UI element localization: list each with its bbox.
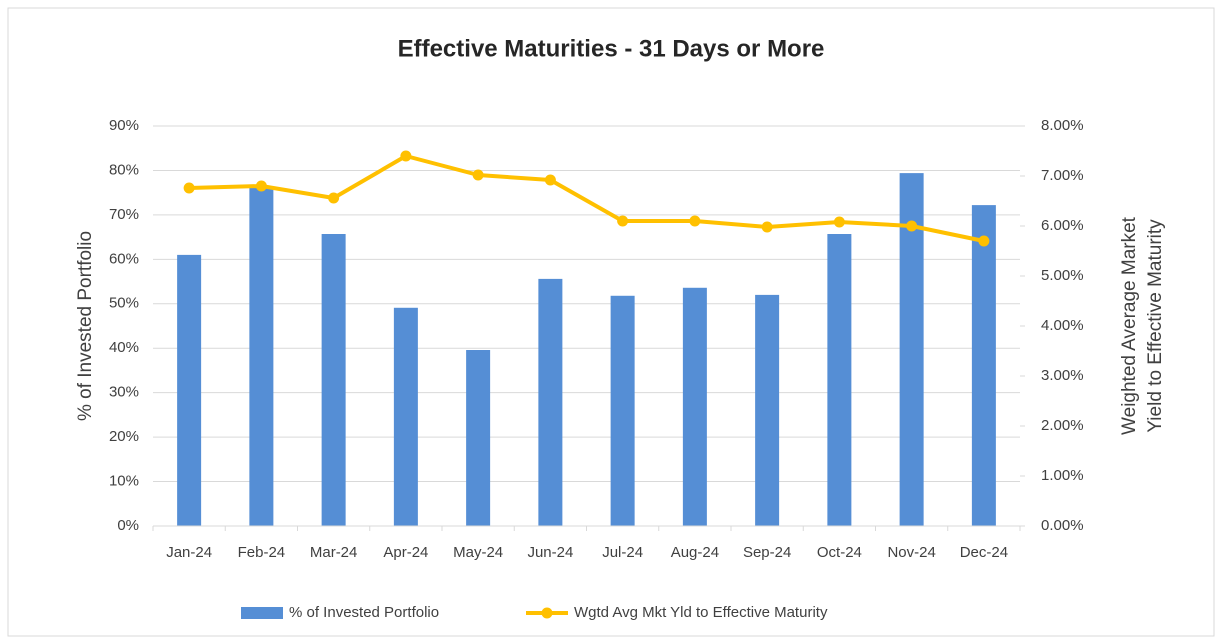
y2-tick-label: 3.00% xyxy=(1041,367,1084,384)
bar xyxy=(899,173,924,526)
line-marker xyxy=(255,180,267,192)
bar xyxy=(682,287,707,526)
bar xyxy=(538,278,563,526)
legend-label: Wgtd Avg Mkt Yld to Effective Maturity xyxy=(574,604,828,621)
x-tick-label: Nov-24 xyxy=(887,544,935,561)
bar xyxy=(393,307,418,526)
x-tick-label: Feb-24 xyxy=(238,544,286,561)
x-tick-label: Apr-24 xyxy=(383,544,428,561)
line xyxy=(189,154,985,243)
bar xyxy=(755,294,780,526)
bar xyxy=(610,295,635,526)
line-marker xyxy=(833,216,845,228)
y-tick-label: 0% xyxy=(117,517,139,534)
bar xyxy=(249,186,274,526)
y2-tick-label: 1.00% xyxy=(1041,467,1084,484)
line-marker xyxy=(617,215,629,227)
x-tick-label: Jun-24 xyxy=(527,544,573,561)
y2-tick-label: 6.00% xyxy=(1041,217,1084,234)
legend-swatch xyxy=(541,607,553,619)
y2-tick-label: 8.00% xyxy=(1041,117,1084,134)
line-marker xyxy=(183,182,195,194)
y-tick-label: 70% xyxy=(109,206,139,223)
x-tick-label: Jul-24 xyxy=(602,544,643,561)
y2-tick-label: 4.00% xyxy=(1041,317,1084,334)
y-tick-label: 30% xyxy=(109,384,139,401)
line-marker xyxy=(472,169,484,181)
line-marker xyxy=(906,220,918,232)
bar xyxy=(466,350,491,526)
bar xyxy=(827,234,852,526)
y2-axis-title: Weighted Average Market xyxy=(1119,216,1140,435)
legend-label: % of Invested Portfolio xyxy=(289,604,439,621)
x-tick-label: Jan-24 xyxy=(166,544,212,561)
y-tick-label: 20% xyxy=(109,428,139,445)
y-tick-label: 80% xyxy=(109,161,139,178)
line-marker xyxy=(400,150,412,162)
y2-tick-label: 5.00% xyxy=(1041,267,1084,284)
line-marker xyxy=(761,221,773,233)
x-tick-label: Aug-24 xyxy=(671,544,719,561)
chart-title: Effective Maturities - 31 Days or More xyxy=(398,35,825,62)
line-marker xyxy=(544,174,556,186)
x-tick-label: Sep-24 xyxy=(743,544,791,561)
y-axis-title: % of Invested Portfolio xyxy=(75,231,96,421)
bar xyxy=(177,254,202,526)
y-tick-label: 10% xyxy=(109,473,139,490)
line-marker xyxy=(328,192,340,204)
x-tick-label: Dec-24 xyxy=(960,544,1008,561)
y-tick-label: 90% xyxy=(109,117,139,134)
y-tick-label: 40% xyxy=(109,339,139,356)
legend-swatch xyxy=(241,607,283,619)
line-marker xyxy=(689,215,701,227)
bar xyxy=(971,205,996,526)
x-tick-label: Mar-24 xyxy=(310,544,358,561)
y-tick-label: 50% xyxy=(109,295,139,312)
bar xyxy=(321,234,346,526)
y2-tick-label: 7.00% xyxy=(1041,167,1084,184)
line-marker xyxy=(978,235,990,247)
y2-tick-label: 0.00% xyxy=(1041,517,1084,534)
y-tick-label: 60% xyxy=(109,250,139,267)
y2-tick-label: 2.00% xyxy=(1041,417,1084,434)
x-tick-label: May-24 xyxy=(453,544,503,561)
x-tick-label: Oct-24 xyxy=(817,544,862,561)
y2-axis-title: Yield to Effective Maturity xyxy=(1145,219,1166,433)
